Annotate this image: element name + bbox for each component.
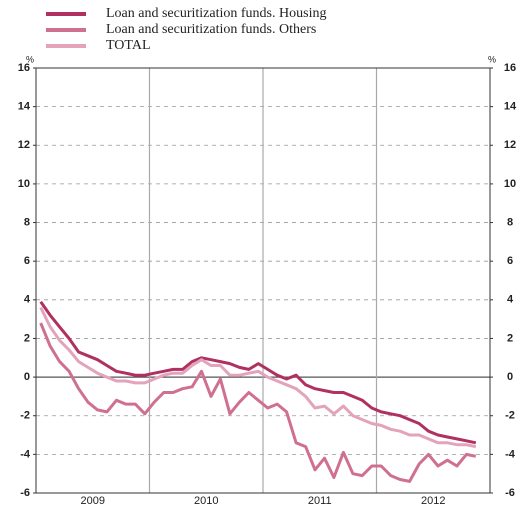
y-tick-label: 2 xyxy=(24,332,30,344)
legend-label: Loan and securitization funds. Others xyxy=(106,22,316,37)
y-tick-label: 6 xyxy=(24,255,30,267)
y-tick-label-right: 16 xyxy=(504,62,516,74)
y-tick-label: 4 xyxy=(24,294,31,306)
y-tick-label-right: 12 xyxy=(504,139,516,151)
y-tick-label: 12 xyxy=(18,139,30,151)
y-unit-left: % xyxy=(26,54,34,64)
y-tick-label-right: 4 xyxy=(507,294,514,306)
y-tick-label: 8 xyxy=(24,216,30,228)
y-tick-label-right: -6 xyxy=(505,487,515,499)
y-tick-label-right: 6 xyxy=(507,255,513,267)
y-tick-label: -4 xyxy=(20,448,31,460)
y-tick-label: 14 xyxy=(18,101,31,113)
y-tick-label: 10 xyxy=(18,178,30,190)
y-tick-label-right: 0 xyxy=(507,371,513,383)
y-tick-label-right: 2 xyxy=(507,332,513,344)
y-tick-label: -2 xyxy=(20,410,30,422)
y-tick-label-right: 14 xyxy=(504,101,517,113)
y-tick-label-right: -4 xyxy=(505,448,516,460)
y-tick-label-right: 8 xyxy=(507,216,513,228)
y-tick-label-right: 10 xyxy=(504,178,516,190)
x-tick-label: 2009 xyxy=(81,495,105,506)
x-tick-label: 2011 xyxy=(308,495,332,506)
legend-label: TOTAL xyxy=(106,38,151,53)
series-line xyxy=(39,306,477,449)
y-tick-label: 0 xyxy=(24,371,30,383)
y-tick-label-right: -2 xyxy=(505,410,515,422)
y-tick-label: 16 xyxy=(18,62,30,74)
x-tick-label: 2012 xyxy=(421,495,445,506)
legend-label: Loan and securitization funds. Housing xyxy=(106,6,326,21)
series-line xyxy=(39,322,477,483)
series-line xyxy=(39,300,477,445)
plot-frame xyxy=(35,67,491,494)
y-tick-label: -6 xyxy=(20,487,30,499)
y-unit-right: % xyxy=(488,54,496,64)
x-tick-label: 2010 xyxy=(194,495,218,506)
